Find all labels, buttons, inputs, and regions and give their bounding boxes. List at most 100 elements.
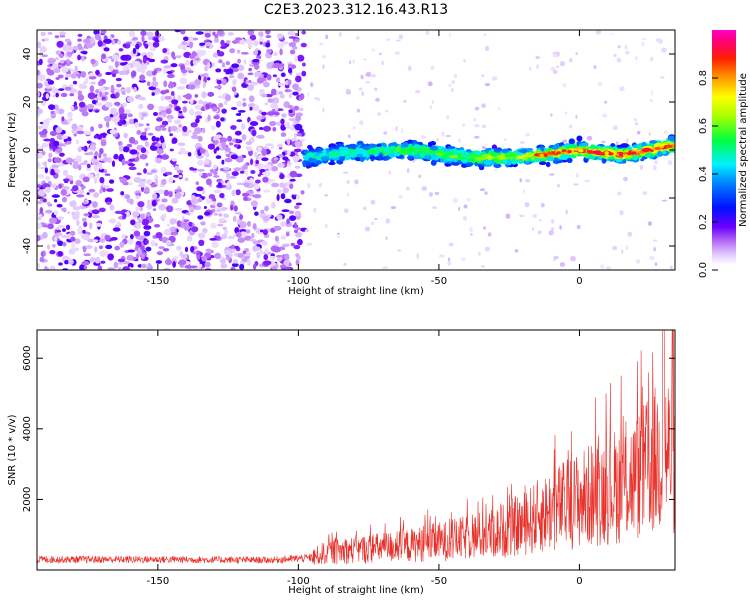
- heatmap-cell: [253, 194, 262, 199]
- heatmap-cell: [229, 142, 234, 146]
- heatmap-cell: [229, 48, 236, 54]
- heatmap-cell: [199, 263, 203, 268]
- heatmap-cell: [42, 198, 47, 203]
- heatmap-cell: [195, 181, 200, 185]
- heatmap-cell: [281, 113, 287, 118]
- heatmap-cell: [69, 200, 77, 208]
- heatmap-cell: [122, 102, 128, 107]
- heatmap-cell: [47, 57, 56, 65]
- heatmap-cell: [430, 159, 437, 166]
- heatmap-cell: [483, 33, 487, 37]
- heatmap-cell: [57, 240, 64, 247]
- heatmap-cell: [517, 159, 522, 164]
- heatmap-cell: [183, 219, 190, 223]
- heatmap-cell: [287, 149, 291, 156]
- heatmap-cell: [491, 78, 494, 81]
- heatmap-cell: [425, 30, 430, 36]
- heatmap-cell: [121, 119, 127, 125]
- heatmap-cell: [230, 125, 237, 130]
- heatmap-cell: [189, 168, 198, 171]
- heatmap-cell: [322, 107, 325, 113]
- heatmap-cell: [100, 260, 106, 264]
- heatmap-cell: [246, 146, 253, 152]
- heatmap-cell: [428, 192, 433, 197]
- heatmap-cell: [295, 253, 300, 257]
- heatmap-cell: [374, 87, 378, 91]
- heatmap-cell: [139, 153, 148, 160]
- snr-series-line: [37, 330, 675, 565]
- heatmap-cell: [293, 156, 299, 163]
- heatmap-cell: [83, 38, 91, 44]
- heatmap-cell: [198, 99, 204, 105]
- heatmap-cell: [273, 157, 279, 161]
- heatmap-cell: [201, 255, 208, 262]
- heatmap-cell: [402, 141, 409, 148]
- heatmap-cell: [120, 113, 128, 117]
- heatmap-cell: [279, 94, 285, 99]
- heatmap-cell: [637, 130, 641, 135]
- heatmap-cell: [420, 135, 427, 139]
- heatmap-cell: [196, 266, 201, 270]
- heatmap-cell: [525, 132, 530, 137]
- heatmap-cell: [113, 261, 119, 269]
- heatmap-cell: [459, 149, 465, 154]
- heatmap-cell: [61, 135, 68, 140]
- heatmap-cell: [317, 161, 322, 165]
- heatmap-cell: [261, 148, 267, 156]
- heatmap-cell: [650, 90, 653, 96]
- heatmap-cell: [209, 168, 215, 174]
- heatmap-cell: [278, 82, 285, 87]
- heatmap-cell: [207, 114, 211, 122]
- heatmap-cell: [90, 126, 95, 132]
- heatmap-cell: [152, 76, 157, 82]
- heatmap-cell: [106, 201, 112, 205]
- heatmap-cell: [63, 138, 68, 143]
- x-tick-label: -100: [287, 276, 310, 287]
- x-tick-label: -150: [147, 276, 170, 287]
- heatmap-cell: [37, 200, 43, 205]
- heatmap-cell: [293, 148, 302, 153]
- heatmap-cell: [265, 30, 271, 35]
- heatmap-cell: [39, 46, 47, 53]
- y-tick-label: 0: [22, 147, 33, 153]
- heatmap-cell: [230, 244, 236, 250]
- heatmap-cell: [206, 198, 213, 205]
- heatmap-cell: [86, 103, 95, 110]
- heatmap-cell: [453, 73, 458, 79]
- heatmap-cell: [406, 168, 410, 174]
- heatmap-cell: [578, 149, 584, 153]
- heatmap-cell: [126, 143, 133, 148]
- heatmap-cell: [83, 160, 88, 164]
- heatmap-cell: [86, 192, 90, 195]
- heatmap-cell: [667, 159, 673, 166]
- heatmap-cell: [374, 217, 378, 220]
- heatmap-cell: [112, 54, 120, 61]
- heatmap-cell: [50, 110, 55, 115]
- heatmap-cell: [67, 111, 73, 118]
- heatmap-cell: [177, 115, 185, 119]
- heatmap-cell: [83, 265, 88, 270]
- heatmap-cell: [346, 192, 350, 197]
- heatmap-cell: [277, 33, 284, 39]
- heatmap-cell: [204, 158, 210, 165]
- heatmap-cell: [279, 184, 287, 188]
- heatmap-cell: [55, 232, 63, 236]
- heatmap-cell: [539, 219, 542, 222]
- heatmap-cell: [598, 152, 606, 156]
- heatmap-cell: [98, 152, 102, 159]
- heatmap-cell: [49, 130, 58, 136]
- heatmap-cell: [287, 30, 296, 36]
- heatmap-cell: [448, 84, 452, 87]
- heatmap-cell: [480, 154, 489, 160]
- heatmap-cell: [249, 81, 259, 86]
- heatmap-cell: [271, 97, 280, 104]
- heatmap-cell: [276, 254, 283, 258]
- heatmap-cell: [389, 145, 397, 151]
- heatmap-cell: [76, 194, 85, 198]
- heatmap-cell: [136, 130, 142, 135]
- heatmap-cell: [562, 83, 567, 88]
- heatmap-cell: [104, 234, 111, 241]
- heatmap-cell: [406, 186, 410, 191]
- heatmap-cell: [243, 196, 248, 201]
- heatmap-cell: [531, 226, 535, 231]
